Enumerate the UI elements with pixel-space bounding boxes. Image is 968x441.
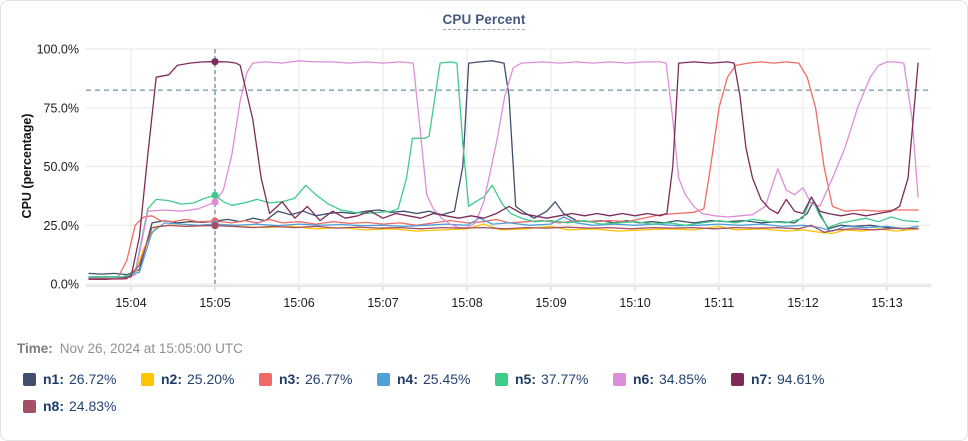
y-tick-label: 100.0%	[37, 43, 79, 57]
legend-item-n3[interactable]: n3: 26.77%	[259, 371, 354, 387]
series-line-n6[interactable]	[88, 60, 919, 280]
cursor-marker-n7	[211, 58, 219, 66]
legend-swatch-n5	[495, 372, 508, 386]
legend-series-name: n5:	[515, 371, 536, 387]
x-tick-label: 15:05	[199, 296, 230, 310]
y-axis-title: CPU (percentage)	[20, 114, 34, 219]
legend-series-value: 26.77%	[305, 371, 353, 387]
legend-series-value: 37.77%	[541, 371, 589, 387]
chart-title[interactable]: CPU Percent	[442, 12, 526, 30]
legend-swatch-n6	[613, 372, 626, 386]
legend-swatch-n3	[259, 372, 272, 386]
series-line-n8[interactable]	[88, 224, 919, 280]
chart-title-wrap: CPU Percent	[1, 11, 967, 30]
legend-series-name: n4:	[397, 371, 418, 387]
series-line-n1[interactable]	[88, 60, 919, 276]
legend-series-name: n7:	[751, 371, 772, 387]
x-tick-label: 15:11	[704, 296, 734, 310]
y-tick-label: 75.0%	[44, 101, 79, 115]
legend-series-name: n1:	[43, 371, 64, 387]
legend-series-value: 25.20%	[187, 371, 235, 387]
x-tick-label: 15:04	[115, 296, 146, 310]
legend-swatch-n7	[731, 372, 744, 386]
x-tick-label: 15:08	[451, 296, 482, 310]
legend-series-value: 25.45%	[423, 371, 471, 387]
cursor-marker-n5	[211, 191, 219, 199]
x-tick-label: 15:07	[367, 296, 398, 310]
legend-swatch-n4	[377, 372, 390, 386]
series-line-n4[interactable]	[88, 216, 919, 279]
time-value: Nov 26, 2024 at 15:05:00 UTC	[59, 341, 243, 356]
legend-series-value: 34.85%	[659, 371, 707, 387]
legend-item-n7[interactable]: n7: 94.61%	[731, 371, 826, 387]
x-tick-label: 15:12	[787, 296, 818, 310]
series-line-n2[interactable]	[88, 223, 919, 280]
x-tick-label: 15:10	[619, 296, 650, 310]
legend-series-name: n6:	[633, 371, 654, 387]
legend-series-name: n8:	[43, 398, 64, 414]
chart-legend: n1: 26.72% n2: 25.20% n3: 26.77% n4: 25.45% n5: 3…	[23, 371, 826, 414]
legend-series-value: 94.61%	[777, 371, 825, 387]
legend-row: n1: 26.72% n2: 25.20% n3: 26.77% n4: 25.45% n5: 3…	[23, 371, 826, 387]
legend-swatch-n2	[141, 372, 154, 386]
legend-row: n8: 24.83%	[23, 398, 826, 414]
legend-item-n6[interactable]: n6: 34.85%	[613, 371, 708, 387]
legend-item-n4[interactable]: n4: 25.45%	[377, 371, 472, 387]
legend-item-n5[interactable]: n5: 37.77%	[495, 371, 590, 387]
legend-series-name: n2:	[161, 371, 182, 387]
legend-item-n8[interactable]: n8: 24.83%	[23, 398, 118, 414]
series-line-n5[interactable]	[88, 61, 919, 278]
x-tick-label: 15:06	[283, 296, 314, 310]
y-tick-label: 0.0%	[51, 278, 80, 292]
legend-item-n2[interactable]: n2: 25.20%	[141, 371, 236, 387]
legend-series-name: n3:	[279, 371, 300, 387]
y-tick-label: 25.0%	[44, 219, 79, 233]
legend-series-value: 24.83%	[69, 398, 117, 414]
x-tick-label: 15:13	[871, 296, 902, 310]
cursor-marker-n6	[211, 198, 219, 206]
time-label: Time:	[17, 341, 53, 356]
legend-item-n1[interactable]: n1: 26.72%	[23, 371, 118, 387]
series-line-n7[interactable]	[88, 61, 919, 280]
x-tick-label: 15:09	[535, 296, 566, 310]
legend-swatch-n8	[23, 399, 36, 413]
y-tick-label: 50.0%	[44, 160, 79, 174]
cpu-percent-line-chart: 100.0% 75.0% 50.0% 25.0% 0.0% 15:04 15:05 15:06…	[20, 43, 931, 310]
series-line-n3[interactable]	[88, 61, 919, 279]
cursor-time-row: Time: Nov 26, 2024 at 15:05:00 UTC	[17, 341, 243, 356]
legend-series-value: 26.72%	[69, 371, 117, 387]
cursor-marker-n8	[211, 222, 219, 230]
legend-swatch-n1	[23, 372, 36, 386]
